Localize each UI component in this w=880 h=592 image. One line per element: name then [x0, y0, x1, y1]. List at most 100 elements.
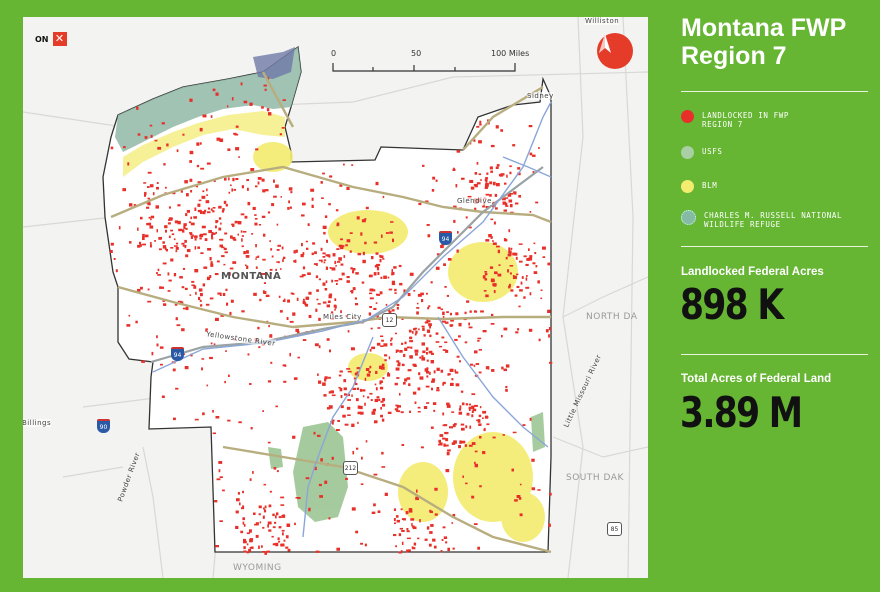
- landlocked-parcel: [426, 224, 430, 226]
- landlocked-parcel: [426, 375, 429, 378]
- landlocked-parcel: [479, 485, 482, 488]
- landlocked-parcel: [238, 421, 242, 424]
- landlocked-parcel: [426, 402, 430, 404]
- landlocked-parcel: [329, 349, 331, 353]
- landlocked-parcel: [484, 271, 488, 273]
- landlocked-parcel: [338, 386, 341, 389]
- highways: [110, 71, 552, 554]
- legend-swatch-usfs: [681, 146, 694, 159]
- landlocked-parcel: [115, 269, 118, 273]
- landlocked-parcel: [411, 523, 413, 527]
- landlocked-parcel: [479, 436, 482, 439]
- landlocked-parcel: [549, 361, 553, 364]
- landlocked-parcel: [350, 290, 354, 293]
- landlocked-parcel: [471, 405, 475, 410]
- landlocked-parcel: [361, 389, 366, 392]
- landlocked-parcel: [428, 543, 432, 547]
- landlocked-parcel: [429, 325, 431, 329]
- landlocked-parcel: [523, 296, 526, 299]
- map-panel[interactable]: ON ✕ 0 50 100 Miles MONTANA NORTH DA SOU…: [23, 17, 648, 578]
- map-canvas[interactable]: [23, 17, 648, 578]
- landlocked-parcel: [388, 288, 393, 291]
- landlocked-parcel: [211, 234, 213, 238]
- landlocked-parcel: [156, 229, 158, 233]
- landlocked-parcel: [336, 224, 340, 227]
- landlocked-parcel: [410, 346, 413, 349]
- landlocked-parcel: [409, 340, 414, 343]
- landlocked-parcel: [305, 240, 308, 243]
- landlocked-parcel: [474, 310, 477, 312]
- landlocked-parcel: [186, 210, 190, 213]
- landlocked-parcel: [532, 171, 535, 174]
- north-arrow-icon[interactable]: [597, 33, 633, 69]
- landlocked-parcel: [374, 398, 379, 403]
- landlocked-parcel: [258, 545, 260, 549]
- landlocked-parcel: [403, 289, 406, 293]
- legend-swatch-blm: [681, 180, 694, 193]
- landlocked-parcel: [396, 410, 401, 413]
- landlocked-parcel: [241, 245, 244, 248]
- landlocked-parcel: [379, 254, 382, 258]
- landlocked-parcel: [283, 380, 287, 383]
- landlocked-parcel: [490, 323, 495, 325]
- landlocked-parcel: [405, 511, 408, 515]
- landlocked-parcel: [316, 434, 321, 437]
- landlocked-parcel: [263, 483, 267, 486]
- landlocked-parcel: [338, 257, 342, 261]
- landlocked-parcel: [276, 223, 279, 226]
- landlocked-parcel: [209, 297, 214, 300]
- landlocked-parcel: [529, 255, 533, 258]
- landlocked-parcel: [460, 390, 464, 393]
- landlocked-parcel: [243, 100, 248, 104]
- landlocked-parcel: [149, 124, 153, 127]
- landlocked-parcel: [200, 305, 202, 307]
- landlocked-parcel: [362, 395, 365, 398]
- landlocked-parcel: [533, 242, 536, 245]
- landlocked-parcel: [257, 255, 260, 258]
- landlocked-parcel: [240, 82, 243, 86]
- scale-label-0: 0: [331, 49, 337, 58]
- landlocked-parcel: [376, 263, 381, 267]
- landlocked-parcel: [200, 293, 203, 297]
- landlocked-parcel: [282, 299, 286, 302]
- landlocked-parcel: [431, 387, 433, 391]
- landlocked-parcel: [374, 264, 379, 268]
- landlocked-parcel: [416, 311, 419, 315]
- landlocked-parcel: [228, 177, 230, 181]
- landlocked-parcel: [510, 247, 513, 250]
- landlocked-parcel: [199, 234, 201, 237]
- landlocked-parcel: [504, 197, 509, 199]
- landlocked-parcel: [318, 317, 321, 321]
- landlocked-parcel: [250, 427, 253, 430]
- landlocked-parcel: [507, 269, 509, 273]
- interstate-94-shield: 94: [439, 231, 452, 245]
- landlocked-parcel: [375, 252, 379, 255]
- landlocked-parcel: [212, 410, 214, 413]
- landlocked-parcel: [302, 202, 306, 206]
- landlocked-parcel: [175, 242, 179, 245]
- landlocked-parcel: [242, 490, 244, 494]
- landlocked-parcel: [191, 284, 195, 286]
- landlocked-parcel: [219, 138, 224, 142]
- label-williston: Williston: [585, 17, 620, 25]
- landlocked-parcel: [431, 380, 435, 383]
- landlocked-parcel: [267, 380, 272, 383]
- landlocked-parcel: [173, 417, 176, 421]
- landlocked-parcel: [461, 177, 465, 180]
- landlocked-parcel: [384, 492, 388, 496]
- landlocked-parcel: [303, 302, 307, 305]
- landlocked-parcel: [197, 209, 201, 213]
- landlocked-parcel: [320, 181, 323, 184]
- landlocked-parcel: [474, 404, 478, 407]
- landlocked-parcel: [417, 293, 422, 297]
- landlocked-parcel: [351, 423, 355, 427]
- landlocked-parcel: [160, 286, 164, 289]
- landlocked-parcel: [204, 238, 208, 241]
- landlocked-parcel: [349, 250, 352, 253]
- landlocked-parcel: [128, 314, 131, 317]
- landlocked-parcel: [147, 202, 151, 206]
- landlocked-parcel: [200, 167, 205, 170]
- landlocked-parcel: [295, 497, 300, 499]
- landlocked-parcel: [514, 499, 518, 502]
- landlocked-parcel: [423, 406, 428, 409]
